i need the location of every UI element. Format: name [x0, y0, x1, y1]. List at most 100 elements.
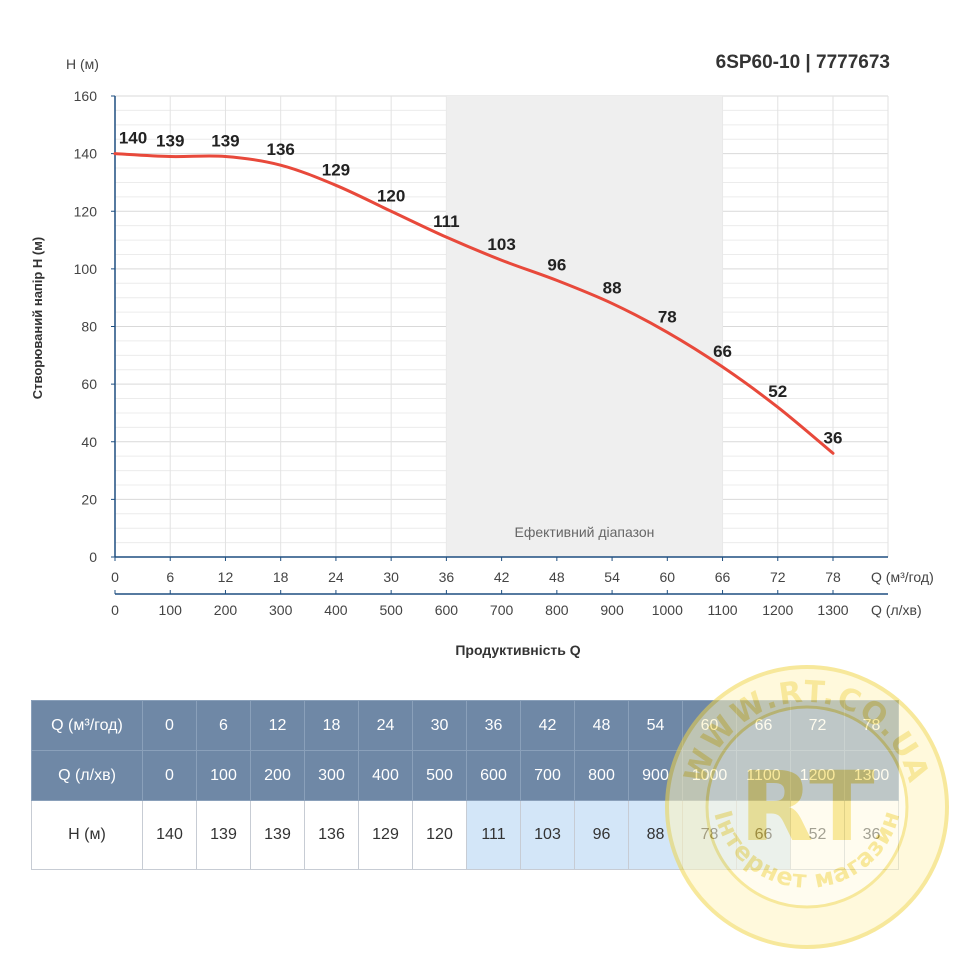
cell-q-lmin: 200	[250, 750, 305, 801]
data-label: 136	[267, 140, 295, 159]
x-secondary-tick-label: 400	[324, 602, 348, 618]
y-tick-label: 20	[81, 491, 97, 507]
y-tick-label: 60	[81, 376, 97, 392]
cell-q-m3h: 18	[304, 700, 359, 751]
x-tick-label: 78	[825, 569, 841, 585]
cell-q-m3h: 30	[412, 700, 467, 751]
cell-q-m3h: 42	[520, 700, 575, 751]
cell-q-lmin: 1000	[682, 750, 737, 801]
x-secondary-unit-label: Q (л/хв)	[871, 602, 922, 618]
cell-h: 52	[790, 800, 845, 870]
data-label: 111	[433, 212, 460, 231]
cell-q-lmin: 300	[304, 750, 359, 801]
cell-h: 96	[574, 800, 629, 870]
row-label-q-lmin: Q (л/хв)	[31, 750, 143, 801]
cell-q-lmin: 1300	[844, 750, 899, 801]
cell-h: 136	[304, 800, 359, 870]
y-unit-label: H (м)	[66, 56, 99, 72]
cell-q-m3h: 66	[736, 700, 791, 751]
cell-h: 66	[736, 800, 791, 870]
cell-h: 78	[682, 800, 737, 870]
x-tick-label: 42	[494, 569, 510, 585]
performance-table: Q (м³/год) 0 6 12 18 24 30 36 42 48 54 60 66 72 78 Q …	[31, 700, 899, 870]
effective-range-band: Ефективний діапазон	[446, 96, 723, 557]
data-label: 103	[487, 235, 515, 254]
x-secondary-tick-label: 800	[545, 602, 569, 618]
y-tick-label: 40	[81, 434, 97, 450]
cell-q-lmin: 400	[358, 750, 413, 801]
x-secondary-tick-label: 900	[600, 602, 624, 618]
x-tick-label: 48	[549, 569, 565, 585]
table-row-q-m3h: Q (м³/год) 0 6 12 18 24 30 36 42 48 54 60 66 72 78	[31, 700, 899, 751]
table-row-h: H (м) 140 139 139 136 129 120 111 103 96 88 78 66 52…	[31, 800, 899, 870]
cell-q-m3h: 36	[466, 700, 521, 751]
cell-h: 120	[412, 800, 467, 870]
x-tick-label: 12	[218, 569, 234, 585]
x-secondary-tick-label: 200	[214, 602, 238, 618]
y-tick-label: 140	[74, 146, 98, 162]
cell-h: 103	[520, 800, 575, 870]
data-label: 88	[603, 278, 622, 297]
x-tick-label: 0	[111, 569, 119, 585]
y-tick-label: 0	[89, 549, 97, 565]
cell-q-m3h: 24	[358, 700, 413, 751]
y-tick-label: 160	[74, 88, 98, 104]
x-secondary-tick-label: 1000	[652, 602, 683, 618]
x-secondary-tick-label: 600	[435, 602, 459, 618]
x-secondary-tick-label: 1300	[817, 602, 848, 618]
series-line	[113, 152, 835, 455]
cell-h: 140	[142, 800, 197, 870]
effective-range-label: Ефективний діапазон	[515, 524, 655, 540]
data-label: 66	[713, 342, 732, 361]
row-label-h: H (м)	[31, 800, 143, 870]
x-tick-label: 24	[328, 569, 344, 585]
cell-q-m3h: 0	[142, 700, 197, 751]
cell-h: 139	[196, 800, 251, 870]
data-label: 52	[768, 382, 787, 401]
data-label: 139	[211, 132, 239, 151]
x-secondary-tick-label: 300	[269, 602, 293, 618]
x-secondary-tick-label: 1200	[762, 602, 793, 618]
cell-h: 129	[358, 800, 413, 870]
data-label: 36	[824, 428, 843, 447]
x-secondary-tick-label: 0	[111, 602, 119, 618]
cell-h: 111	[466, 800, 521, 870]
data-label: 129	[322, 160, 350, 179]
cell-q-lmin: 800	[574, 750, 629, 801]
cell-q-lmin: 600	[466, 750, 521, 801]
y-axis-title: Створюваний напір H (м)	[30, 237, 45, 399]
data-label: 120	[377, 186, 405, 205]
cell-q-lmin: 1100	[736, 750, 791, 801]
x-tick-label: 60	[660, 569, 676, 585]
x-secondary-tick-label: 500	[379, 602, 403, 618]
table-row-q-lmin: Q (л/хв) 0 100 200 300 400 500 600 700 800 900 100…	[31, 750, 899, 801]
x-tick-label: 18	[273, 569, 289, 585]
data-label: 96	[547, 255, 566, 274]
x-unit-label: Q (м³/год)	[871, 569, 934, 585]
head-curve	[113, 152, 835, 455]
row-label-q-m3h: Q (м³/год)	[31, 700, 143, 751]
cell-q-lmin: 100	[196, 750, 251, 801]
data-label: 78	[658, 307, 677, 326]
x-tick-label: 54	[604, 569, 620, 585]
x-axis-title: Продуктивність Q	[455, 642, 580, 658]
x-tick-label: 72	[770, 569, 786, 585]
cell-h: 88	[628, 800, 683, 870]
data-labels: 140 139 139 136 129 120 111 103 96 88 78 66 52 36	[119, 129, 843, 448]
effective-range-rect	[446, 96, 723, 557]
x-secondary-tick-label: 100	[159, 602, 183, 618]
cell-h: 36	[844, 800, 899, 870]
axes: 0 20 40 60 80 100 120 140 160 0 6 12 18 24 30 36 42 48 54 6…	[74, 88, 934, 618]
y-tick-label: 100	[74, 261, 98, 277]
cell-q-m3h: 72	[790, 700, 845, 751]
chart-title: 6SP60-10 | 7777673	[715, 52, 890, 73]
x-tick-label: 66	[715, 569, 731, 585]
y-tick-label: 120	[74, 203, 98, 219]
cell-h: 139	[250, 800, 305, 870]
data-label: 140	[119, 129, 147, 148]
x-tick-label: 6	[166, 569, 174, 585]
cell-q-lmin: 900	[628, 750, 683, 801]
pump-curve-chart: Ефективний діапазон 02040608010012014016…	[30, 56, 934, 658]
cell-q-lmin: 1200	[790, 750, 845, 801]
cell-q-m3h: 12	[250, 700, 305, 751]
